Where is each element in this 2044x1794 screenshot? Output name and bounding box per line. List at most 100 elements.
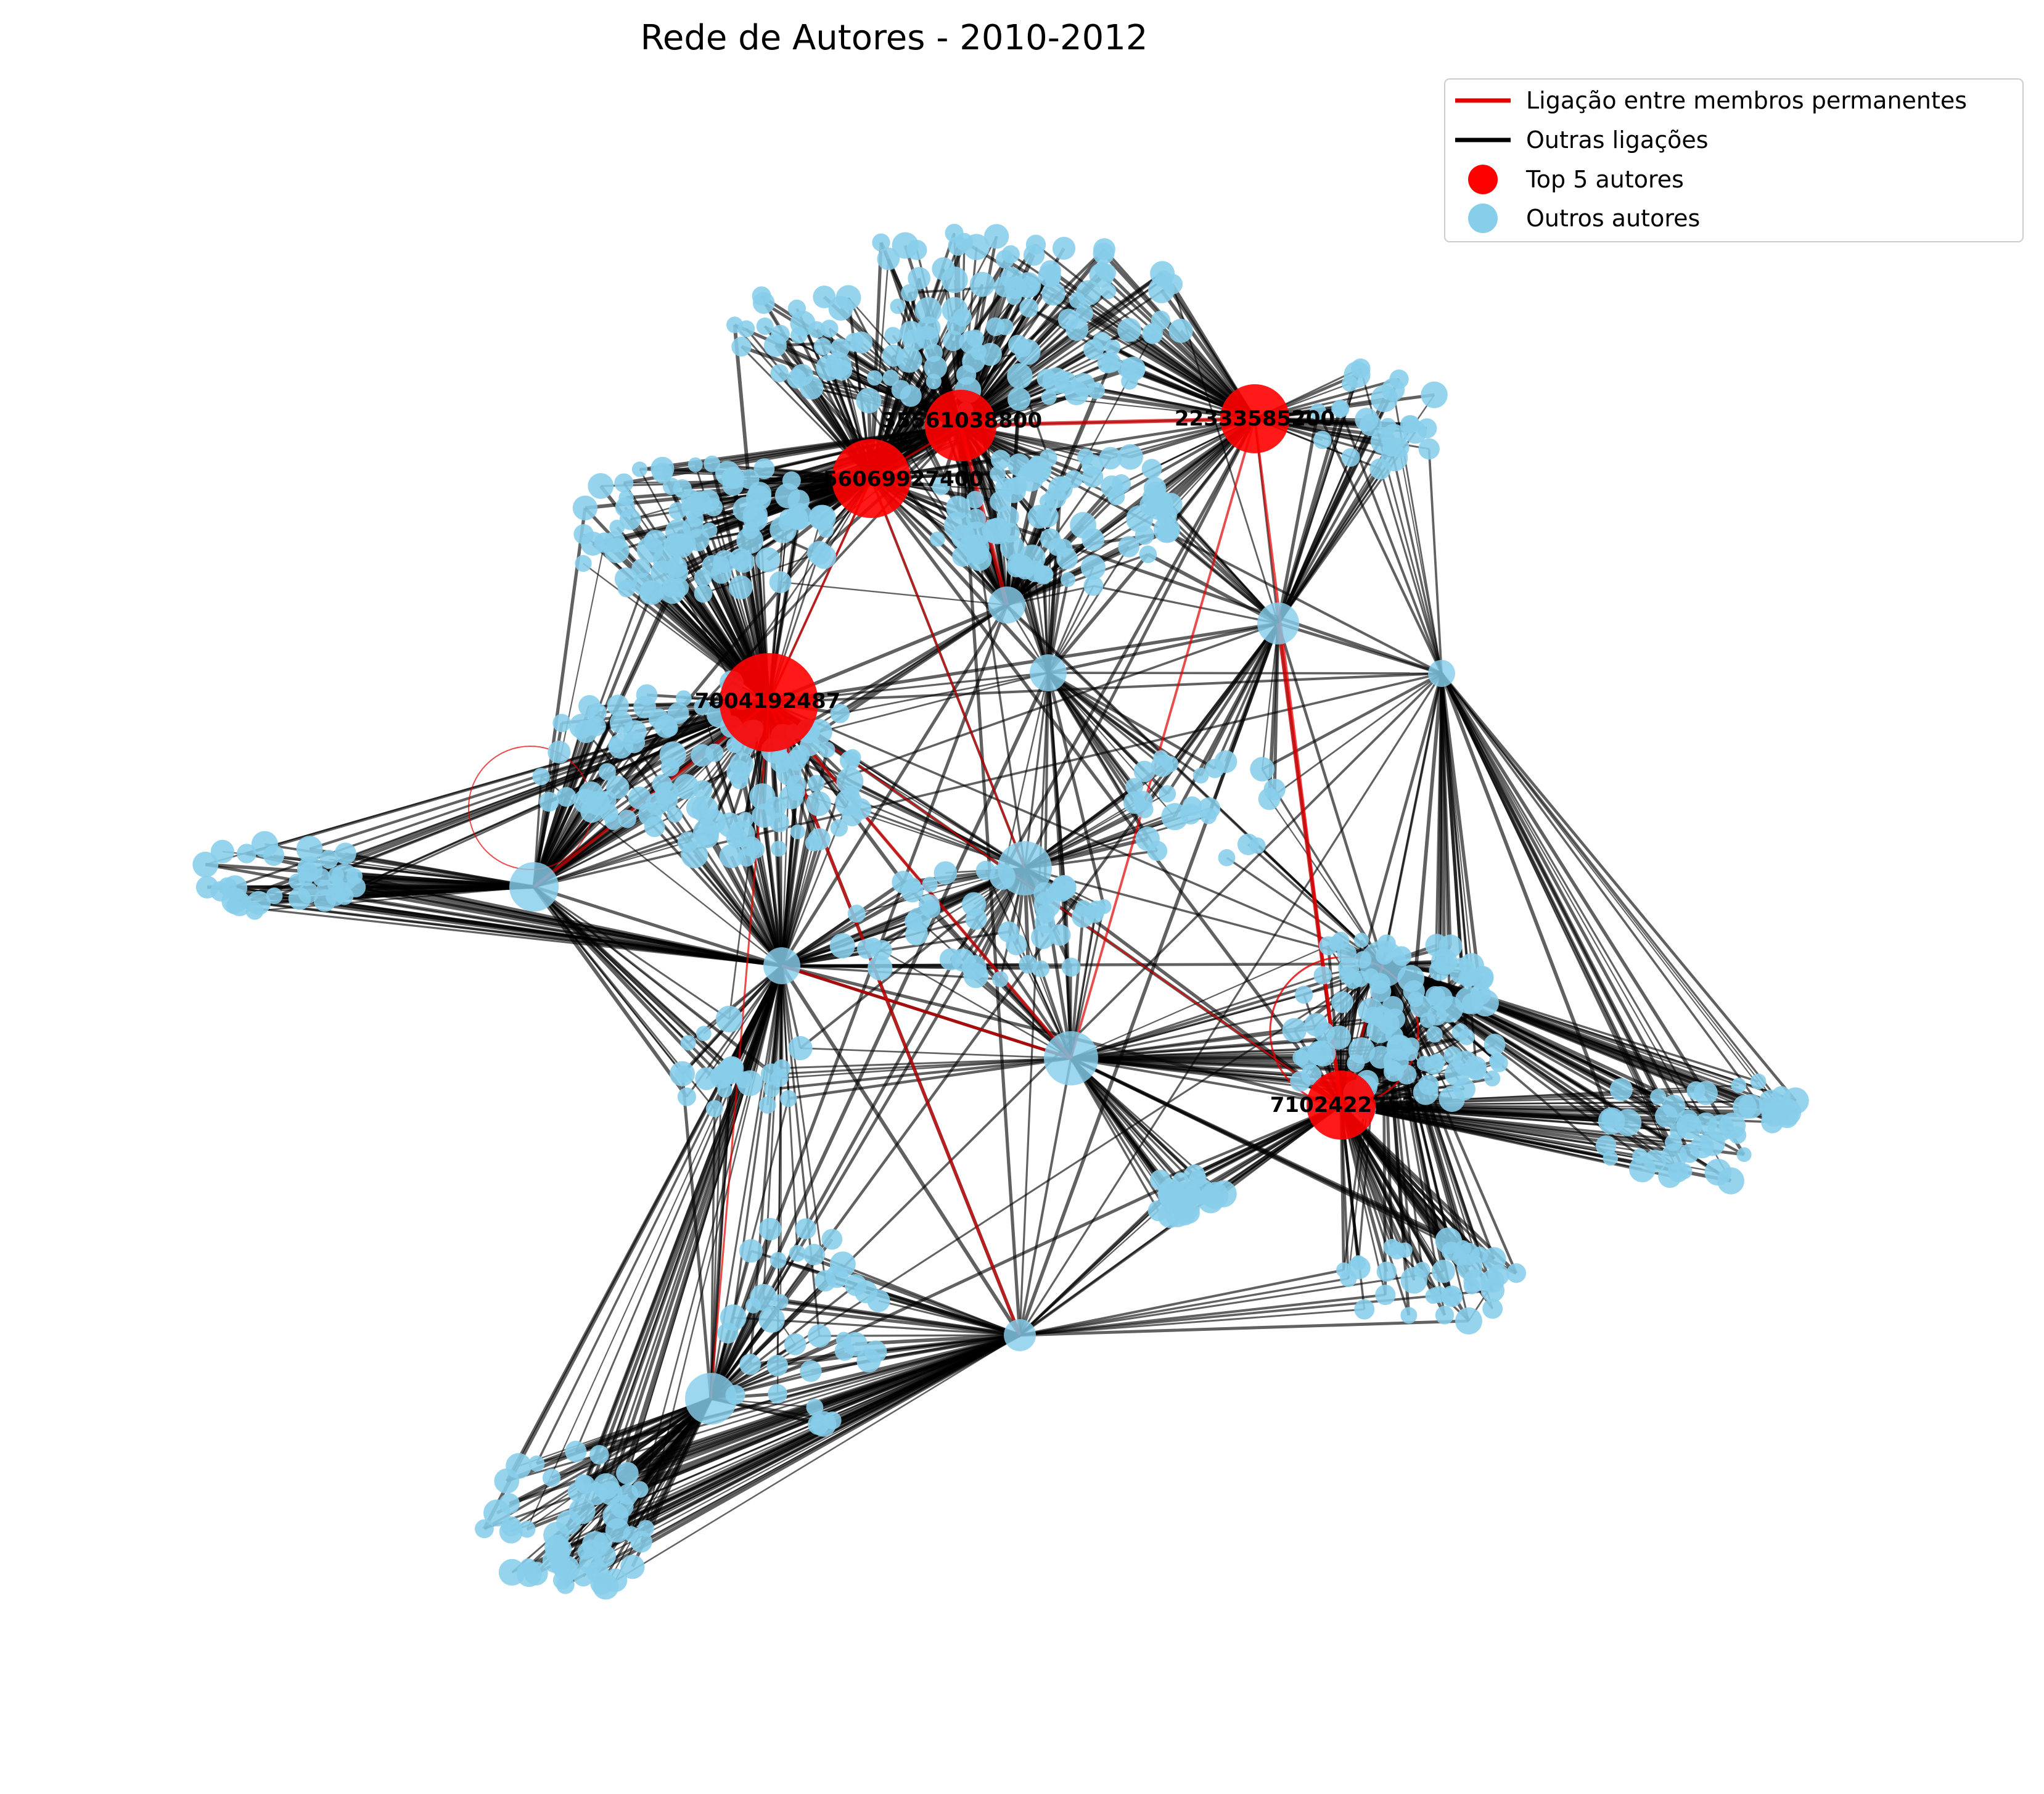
author-node bbox=[694, 584, 713, 603]
author-node bbox=[195, 876, 219, 899]
author-node bbox=[1007, 387, 1031, 411]
author-node bbox=[943, 512, 971, 539]
edge-other bbox=[681, 1073, 713, 1399]
author-node bbox=[539, 792, 559, 812]
author-node bbox=[1506, 1263, 1527, 1283]
author-node bbox=[766, 1354, 789, 1376]
top-author-label-22333585200: 22333585200 bbox=[1175, 406, 1335, 431]
author-node bbox=[752, 286, 771, 306]
author-node bbox=[746, 840, 765, 859]
author-node bbox=[313, 889, 336, 912]
author-node bbox=[644, 529, 667, 553]
author-node bbox=[719, 844, 744, 868]
edge-other bbox=[1276, 623, 1385, 965]
edge-other bbox=[1019, 1270, 1444, 1336]
author-node bbox=[676, 690, 692, 707]
author-node bbox=[787, 783, 805, 801]
edge-other bbox=[1440, 672, 1797, 1102]
author-node bbox=[753, 458, 775, 480]
author-node bbox=[808, 775, 825, 792]
author-node bbox=[614, 473, 634, 493]
edge-other bbox=[1093, 585, 1279, 625]
author-node bbox=[1019, 298, 1039, 318]
edge-other bbox=[771, 1056, 1072, 1091]
author-node bbox=[692, 780, 713, 800]
author-node bbox=[984, 224, 1009, 249]
author-node bbox=[1292, 1049, 1310, 1066]
author-node bbox=[288, 887, 311, 910]
author-node bbox=[856, 939, 877, 959]
author-node bbox=[1082, 466, 1104, 488]
edge-other bbox=[1440, 673, 1483, 995]
edge-other bbox=[869, 477, 1050, 674]
author-node bbox=[829, 933, 855, 959]
author-node bbox=[1397, 1242, 1413, 1258]
author-node bbox=[632, 572, 655, 596]
author-node bbox=[871, 940, 892, 960]
author-node-hub bbox=[763, 947, 800, 984]
author-node bbox=[1595, 1135, 1617, 1156]
edge-permanent bbox=[767, 701, 1073, 1060]
author-node bbox=[788, 1036, 813, 1061]
author-node bbox=[607, 694, 629, 717]
author-node bbox=[969, 271, 995, 297]
author-node bbox=[850, 798, 872, 820]
edge-other bbox=[1440, 672, 1746, 1156]
author-node bbox=[1001, 245, 1020, 264]
author-node bbox=[717, 1322, 739, 1344]
author-node bbox=[1147, 1200, 1169, 1222]
author-node bbox=[1347, 1054, 1365, 1072]
edge-other bbox=[780, 1300, 1020, 1337]
author-node bbox=[717, 812, 743, 838]
edge-other bbox=[1382, 962, 1796, 1102]
author-node bbox=[556, 1510, 581, 1535]
author-node bbox=[1157, 523, 1177, 543]
author-node bbox=[1471, 966, 1494, 989]
author-node-hub bbox=[1257, 603, 1299, 644]
author-node bbox=[1282, 1018, 1307, 1043]
author-node bbox=[1453, 1077, 1476, 1101]
author-node bbox=[1733, 1095, 1757, 1119]
author-node bbox=[1369, 458, 1391, 480]
author-node bbox=[1487, 1264, 1509, 1286]
author-node bbox=[1098, 263, 1117, 282]
author-node bbox=[816, 355, 842, 381]
author-node bbox=[1451, 1023, 1469, 1041]
author-node bbox=[1150, 261, 1175, 286]
author-node-hub bbox=[1428, 660, 1455, 687]
author-node bbox=[828, 295, 853, 321]
author-node bbox=[687, 510, 704, 527]
author-node bbox=[328, 867, 344, 883]
author-node bbox=[961, 892, 987, 916]
author-node bbox=[586, 716, 606, 736]
author-node bbox=[721, 467, 744, 489]
top-author-node-7102422753 bbox=[1307, 1071, 1376, 1140]
edge-other bbox=[710, 1108, 716, 1399]
author-node bbox=[1718, 1112, 1746, 1140]
edge-permanent bbox=[1070, 418, 1256, 1059]
author-node bbox=[790, 364, 813, 387]
author-node bbox=[905, 923, 928, 945]
author-node bbox=[694, 699, 710, 715]
author-node bbox=[1101, 352, 1122, 373]
edge-other bbox=[596, 1397, 713, 1573]
edge-permanent bbox=[781, 964, 1072, 1060]
author-node bbox=[1117, 444, 1143, 470]
top-author-label-7004192487: 7004192487 bbox=[695, 689, 841, 714]
edge-other bbox=[1276, 411, 1320, 624]
author-node bbox=[552, 714, 571, 733]
author-node bbox=[1313, 966, 1332, 985]
author-node bbox=[1250, 757, 1274, 782]
author-node bbox=[1435, 1306, 1455, 1325]
author-node bbox=[1199, 1187, 1218, 1206]
author-node bbox=[1192, 767, 1209, 784]
author-node bbox=[872, 233, 890, 252]
author-node bbox=[769, 812, 790, 833]
author-node bbox=[1099, 446, 1122, 470]
author-node bbox=[1093, 238, 1115, 261]
edge-other bbox=[1070, 1057, 1199, 1180]
edge-other bbox=[709, 604, 1009, 1399]
legend-frame bbox=[1444, 78, 2024, 242]
edge-other bbox=[1390, 447, 1443, 674]
